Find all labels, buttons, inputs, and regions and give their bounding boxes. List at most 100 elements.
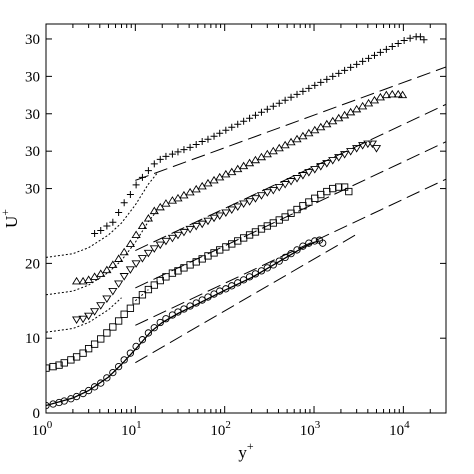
data-point bbox=[311, 194, 319, 202]
data-point bbox=[97, 335, 105, 343]
data-point bbox=[239, 276, 248, 284]
data-point bbox=[221, 209, 231, 217]
x-tick-label: 101 bbox=[121, 419, 142, 439]
near-wall-curve bbox=[46, 297, 122, 333]
data-point bbox=[162, 315, 170, 323]
data-point bbox=[268, 187, 278, 195]
y-tick-label: 30 bbox=[25, 144, 40, 160]
data-point bbox=[72, 392, 81, 401]
data-point bbox=[103, 329, 111, 337]
data-point bbox=[132, 181, 140, 189]
data-point bbox=[46, 364, 50, 372]
data-point bbox=[103, 222, 111, 230]
data-point bbox=[293, 246, 301, 254]
data-point bbox=[186, 143, 194, 151]
data-point bbox=[394, 39, 402, 47]
data-point bbox=[168, 150, 176, 158]
data-point bbox=[388, 42, 396, 50]
data-point bbox=[143, 249, 154, 258]
data-point bbox=[310, 166, 320, 174]
data-point bbox=[108, 288, 118, 296]
data-point bbox=[376, 48, 384, 56]
data-point bbox=[79, 389, 87, 398]
data-point bbox=[60, 397, 68, 405]
data-point bbox=[119, 247, 129, 256]
data-point bbox=[72, 353, 81, 361]
data-point bbox=[204, 135, 212, 143]
data-point bbox=[114, 254, 124, 262]
data-point bbox=[78, 315, 88, 324]
ticks-layer: 100 101 102 103 104 0 10 20 30 30 30 30 30 bbox=[25, 24, 447, 439]
plot-frame bbox=[45, 23, 447, 414]
data-point bbox=[257, 108, 265, 116]
data-point bbox=[287, 209, 295, 217]
data-point bbox=[109, 218, 117, 226]
x-axis-label: y+ bbox=[238, 439, 254, 462]
fit-curve bbox=[46, 240, 320, 407]
data-point bbox=[251, 111, 259, 119]
data-point bbox=[358, 142, 368, 150]
data-point bbox=[78, 276, 88, 285]
data-point bbox=[367, 140, 377, 149]
data-point bbox=[293, 90, 301, 98]
data-point bbox=[186, 302, 194, 310]
data-point bbox=[126, 304, 135, 312]
data-point bbox=[281, 213, 289, 221]
data-point bbox=[209, 214, 219, 223]
data-point bbox=[233, 203, 243, 211]
data-point bbox=[382, 45, 390, 53]
x-tick-label: 102 bbox=[210, 419, 231, 439]
data-point bbox=[125, 266, 135, 274]
near-wall-curve bbox=[46, 171, 159, 258]
data-point bbox=[120, 310, 128, 318]
series-triangle-up bbox=[46, 89, 446, 296]
data-point bbox=[114, 362, 123, 371]
data-point bbox=[192, 299, 200, 307]
data-point bbox=[144, 329, 153, 337]
log-law-line bbox=[135, 141, 446, 289]
data-point bbox=[299, 87, 307, 95]
data-point bbox=[179, 228, 189, 237]
data-point bbox=[352, 145, 362, 153]
data-point bbox=[305, 84, 313, 92]
log-law-line bbox=[135, 103, 446, 251]
data-point bbox=[210, 132, 218, 140]
series-layer bbox=[46, 33, 446, 410]
near-wall-curve bbox=[134, 289, 149, 302]
data-point bbox=[132, 297, 140, 305]
data-point bbox=[161, 199, 171, 207]
data-point bbox=[71, 276, 82, 285]
x-tick-label: 100 bbox=[32, 419, 53, 439]
log-law-line bbox=[135, 66, 446, 181]
data-point bbox=[353, 60, 361, 68]
data-point bbox=[400, 36, 408, 44]
y-tick-label: 10 bbox=[25, 331, 40, 347]
data-point bbox=[71, 316, 82, 324]
data-point bbox=[138, 336, 147, 344]
data-point bbox=[397, 90, 408, 99]
data-point bbox=[317, 190, 325, 199]
data-point bbox=[416, 33, 424, 41]
data-point bbox=[198, 137, 206, 145]
data-point bbox=[317, 78, 325, 86]
data-point bbox=[138, 291, 147, 299]
data-point bbox=[204, 293, 212, 301]
y-axis-label: U+ bbox=[0, 209, 21, 228]
series-plus bbox=[46, 33, 446, 258]
data-point bbox=[120, 356, 128, 364]
data-point bbox=[292, 175, 302, 183]
data-point bbox=[257, 267, 266, 275]
data-point bbox=[167, 234, 178, 243]
data-point bbox=[269, 102, 277, 110]
data-point bbox=[293, 205, 301, 214]
data-point bbox=[168, 311, 177, 319]
series-circle bbox=[46, 233, 357, 410]
data-point bbox=[149, 206, 159, 215]
data-point bbox=[198, 296, 206, 304]
data-point bbox=[155, 241, 165, 250]
data-point bbox=[287, 93, 295, 101]
data-point bbox=[269, 261, 277, 269]
data-point bbox=[119, 273, 129, 281]
data-point bbox=[335, 69, 343, 77]
data-point bbox=[84, 312, 94, 321]
